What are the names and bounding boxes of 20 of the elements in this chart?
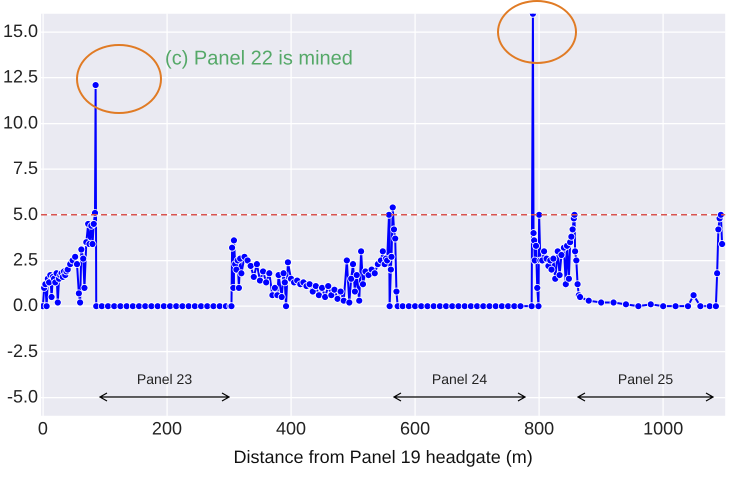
x-tick-label: 0	[38, 418, 48, 439]
x-tick-label: 400	[276, 418, 306, 439]
y-tick-label: 5.0	[13, 204, 38, 224]
x-tick-label: 200	[152, 418, 182, 439]
y-tick-label: 2.5	[13, 249, 38, 270]
annotation: Panel 25	[618, 371, 674, 387]
annotation: (c) Panel 22 is mined	[165, 47, 353, 70]
y-tick-label: 7.5	[13, 158, 38, 178]
y-tick-label: -2.5	[7, 340, 38, 361]
y-tick-label: 12.5	[2, 66, 38, 87]
annotation: Panel 24	[432, 371, 488, 387]
y-tick-label: 10.0	[2, 112, 38, 132]
x-axis-title: Distance from Panel 19 headgate (m)	[234, 447, 533, 468]
x-tick-label: 600	[400, 418, 430, 439]
y-tick-label: -5.0	[7, 386, 38, 406]
annotation: Panel 23	[136, 371, 192, 387]
y-tick-label: 0.0	[13, 295, 38, 316]
x-tick-label: 1000	[643, 418, 684, 439]
y-tick-label: 15.0	[2, 21, 38, 42]
x-tick-label: 800	[524, 418, 554, 439]
